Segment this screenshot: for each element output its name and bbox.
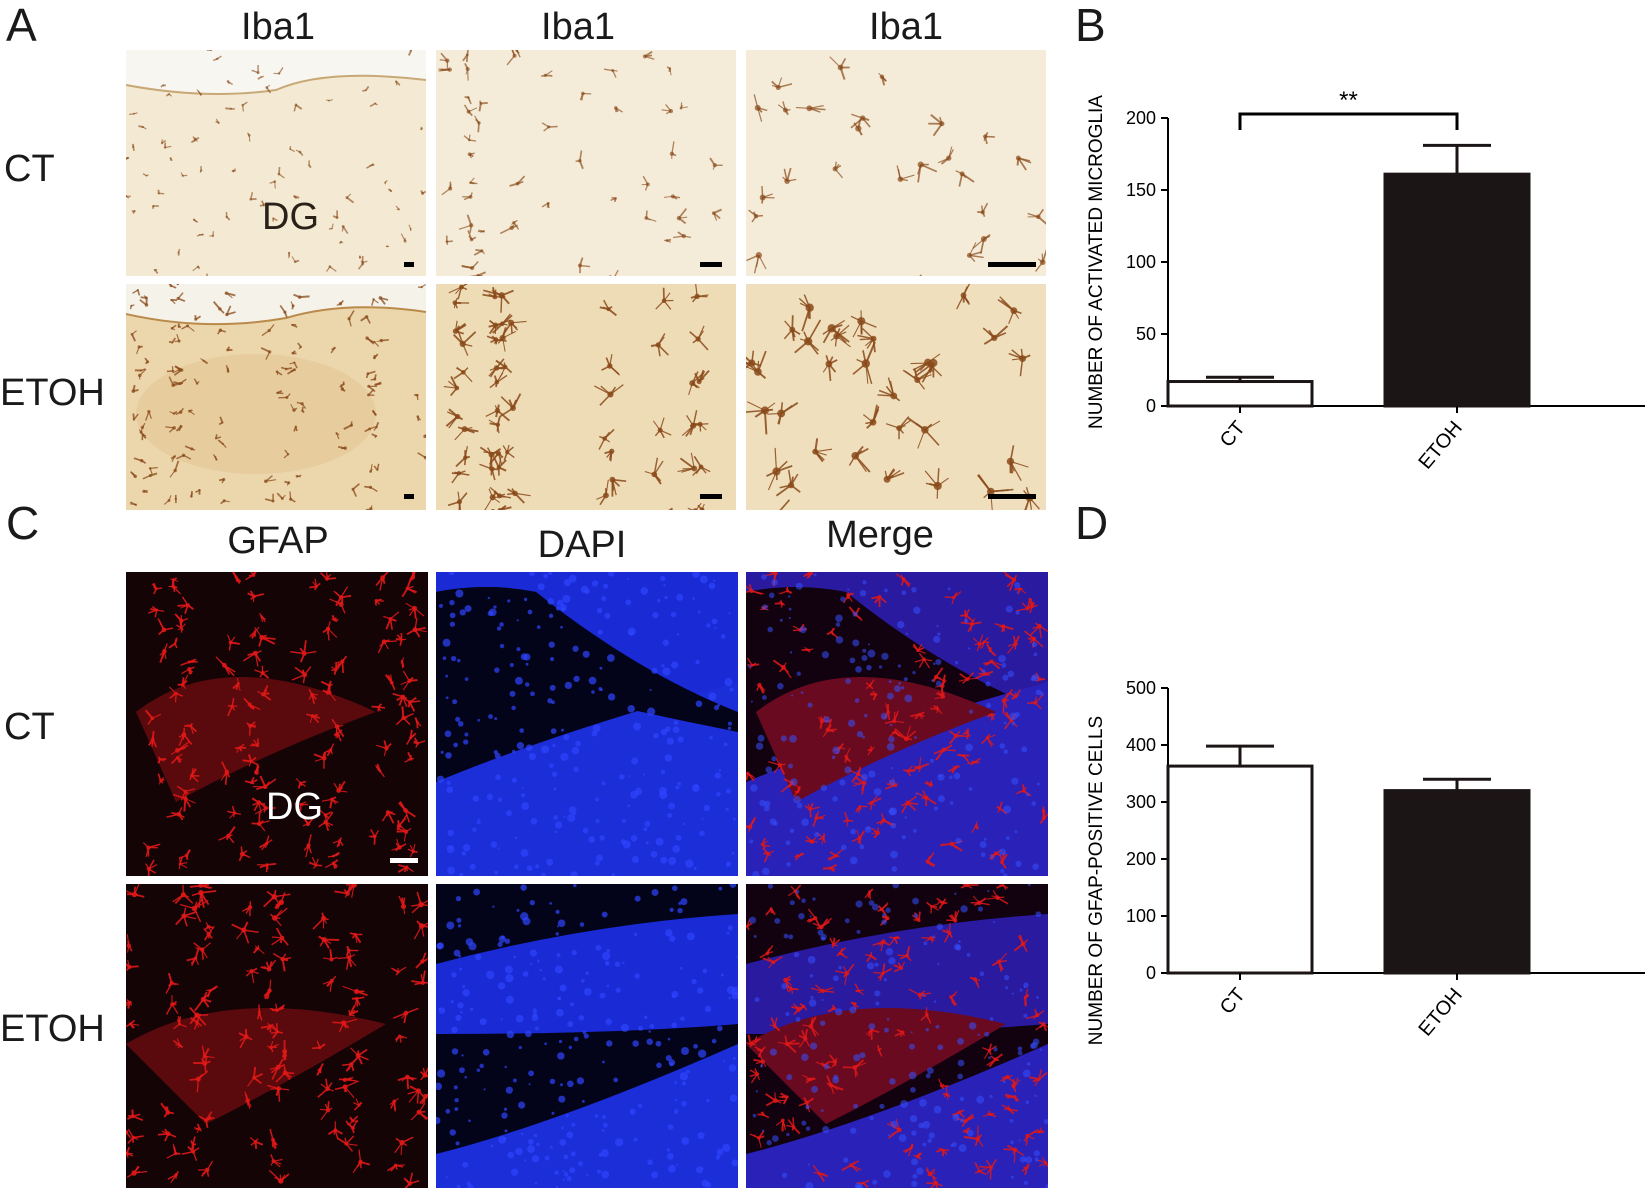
panel-a-col-label-1: Iba1 [241, 6, 315, 48]
micrograph-gfap-etoh [126, 884, 428, 1188]
x-tick-label-etoh: ETOH [1414, 417, 1466, 473]
bar-etoh [1383, 172, 1531, 408]
y-tick-label: 0 [1146, 963, 1156, 983]
panel-letter-a: A [6, 0, 37, 51]
micrograph-iba1-ct-high [746, 50, 1046, 276]
micrograph-dapi-ct [436, 572, 738, 876]
panel-a-row-label-ct: CT [4, 148, 55, 190]
panel-c-col-label-merge: Merge [826, 514, 934, 556]
chart-gfap-positive-cells: 0 100 200 300 400 500 CT ETOH NUMBER OF GFAP-POS… [1080, 640, 1645, 1100]
panel-c-col-label-dapi: DAPI [537, 524, 627, 566]
scale-bar [390, 858, 418, 863]
y-tick-label: 400 [1126, 735, 1156, 755]
region-label-dg-c: DG [266, 786, 323, 828]
scale-bar [700, 262, 722, 267]
scale-bar [988, 262, 1036, 267]
micrograph-dapi-etoh [436, 884, 738, 1188]
micrograph-merge-etoh [746, 884, 1048, 1188]
panel-letter-c: C [6, 497, 40, 549]
micrograph-gfap-ct [126, 572, 428, 876]
micrograph-merge-ct [746, 572, 1048, 876]
x-tick-label-ct: CT [1216, 417, 1250, 452]
y-tick-label: 200 [1126, 849, 1156, 869]
y-tick-label: 100 [1126, 906, 1156, 926]
y-tick-label: 0 [1146, 396, 1156, 416]
panel-c-row-label-ct: CT [4, 706, 55, 748]
scale-bar [404, 494, 414, 499]
panel-a-row-label-etoh: ETOH [0, 372, 105, 414]
panel-letter-b: B [1075, 0, 1106, 51]
x-tick-label-etoh: ETOH [1414, 984, 1466, 1040]
y-axis-label: NUMBER OF GFAP-POSITIVE CELLS [1086, 716, 1107, 1045]
scale-bar [404, 262, 414, 267]
region-label-dg-a: DG [262, 196, 319, 238]
micrograph-iba1-etoh-high [746, 284, 1046, 510]
y-tick-label: 150 [1126, 180, 1156, 200]
y-axis-label: NUMBER OF ACTIVATED MICROGLIA [1086, 95, 1107, 429]
y-tick-label: 200 [1126, 108, 1156, 128]
bar-ct [1166, 764, 1314, 975]
y-tick-label: 300 [1126, 792, 1156, 812]
panel-c-col-label-gfap: GFAP [227, 520, 329, 562]
micrograph-iba1-ct-mid [436, 50, 736, 276]
scale-bar [988, 494, 1036, 499]
panel-a-col-label-3: Iba1 [869, 6, 943, 48]
scale-bar [700, 494, 722, 499]
y-tick-label: 100 [1126, 252, 1156, 272]
y-tick-label: 50 [1136, 324, 1156, 344]
y-tick-label: 500 [1126, 678, 1156, 698]
micrograph-iba1-etoh-mid [436, 284, 736, 510]
panel-a-col-label-2: Iba1 [541, 6, 615, 48]
significance-bracket [1238, 112, 1459, 130]
bar-ct [1166, 380, 1314, 408]
chart-activated-microglia: 0 50 100 150 200 CT ETOH NUMBER OF ACTIVATED MI… [1080, 40, 1645, 510]
bar-etoh [1383, 789, 1531, 975]
micrograph-iba1-ct-low [126, 50, 426, 276]
x-tick-label-ct: CT [1216, 984, 1250, 1019]
micrograph-iba1-etoh-low [126, 284, 426, 510]
panel-letter-d: D [1075, 497, 1109, 549]
panel-c-row-label-etoh: ETOH [0, 1008, 105, 1050]
significance-label: ** [1339, 87, 1358, 114]
